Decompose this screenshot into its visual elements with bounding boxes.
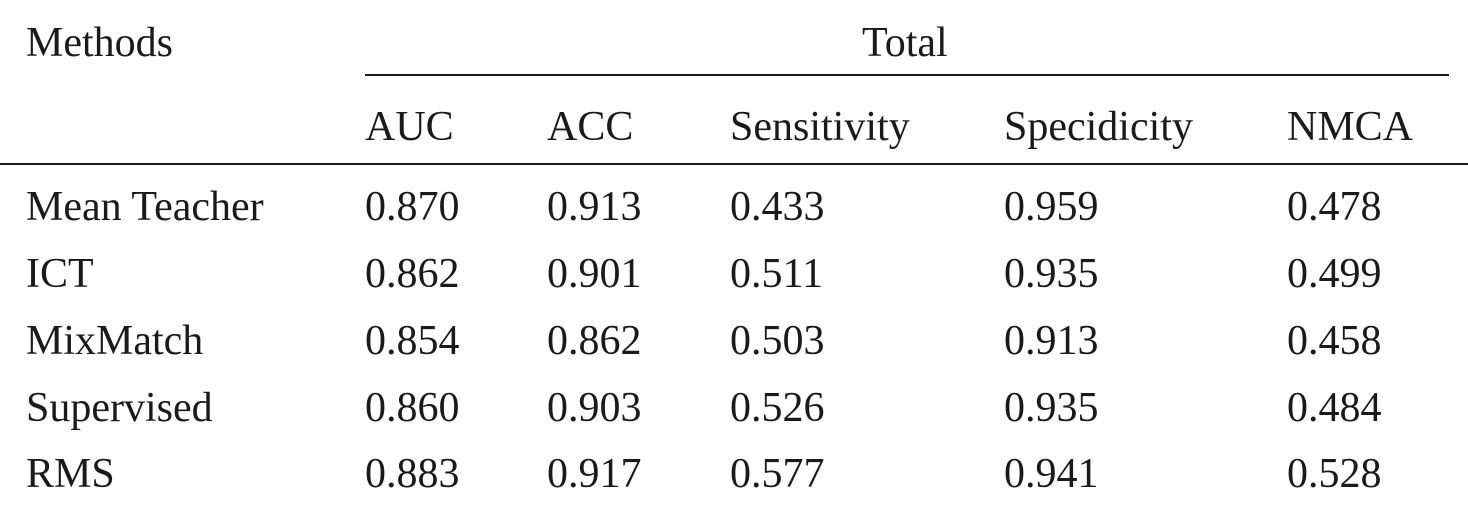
row-nmca: 0.458 [1287, 318, 1382, 364]
row-specidicity: 0.959 [1004, 184, 1099, 230]
row-sensitivity: 0.577 [730, 451, 825, 497]
row-auc: 0.870 [365, 184, 460, 230]
group-header-rule [365, 74, 1449, 76]
row-acc: 0.901 [547, 251, 642, 297]
row-auc: 0.883 [365, 451, 460, 497]
row-acc: 0.913 [547, 184, 642, 230]
row-specidicity: 0.941 [1004, 451, 1099, 497]
column-header-acc: ACC [547, 104, 634, 150]
row-nmca: 0.484 [1287, 385, 1382, 431]
column-header-specidicity: Specidicity [1004, 104, 1193, 150]
row-acc: 0.903 [547, 385, 642, 431]
row-sensitivity: 0.433 [730, 184, 825, 230]
row-sensitivity: 0.511 [730, 251, 823, 297]
row-method: MixMatch [26, 318, 204, 364]
row-method: Mean Teacher [26, 184, 264, 230]
row-acc: 0.862 [547, 318, 642, 364]
column-header-auc: AUC [365, 104, 454, 150]
row-sensitivity: 0.526 [730, 385, 825, 431]
row-auc: 0.862 [365, 251, 460, 297]
column-header-sensitivity: Sensitivity [730, 104, 910, 150]
group-header-total: Total [862, 20, 948, 66]
row-method: Supervised [26, 385, 213, 431]
row-auc: 0.854 [365, 318, 460, 364]
row-method: RMS [26, 451, 115, 497]
row-auc: 0.860 [365, 385, 460, 431]
row-specidicity: 0.935 [1004, 251, 1099, 297]
row-method: ICT [26, 251, 94, 297]
column-header-nmca: NMCA [1287, 104, 1414, 150]
header-rule [0, 163, 1468, 165]
row-nmca: 0.499 [1287, 251, 1382, 297]
row-specidicity: 0.913 [1004, 318, 1099, 364]
row-nmca: 0.478 [1287, 184, 1382, 230]
row-sensitivity: 0.503 [730, 318, 825, 364]
row-specidicity: 0.935 [1004, 385, 1099, 431]
row-acc: 0.917 [547, 451, 642, 497]
row-nmca: 0.528 [1287, 451, 1382, 497]
stub-header: Methods [26, 20, 173, 66]
